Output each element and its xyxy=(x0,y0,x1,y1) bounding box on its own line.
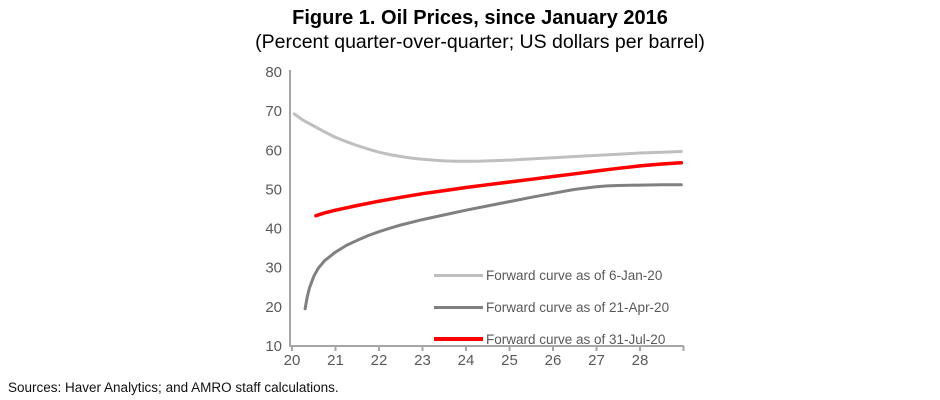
series-line-0 xyxy=(292,112,683,163)
legend-line-jul xyxy=(434,337,483,341)
y-tick-label: 40 xyxy=(265,221,282,238)
x-tick-label: 28 xyxy=(632,352,649,369)
y-tick-label: 50 xyxy=(265,181,282,198)
legend-label-jan: Forward curve as of 6-Jan-20 xyxy=(486,267,663,283)
x-tick-label: 27 xyxy=(588,352,605,369)
chart-title: Figure 1. Oil Prices, since January 2016 xyxy=(292,7,668,29)
y-tick-label: 70 xyxy=(265,103,282,120)
x-tick-label: 20 xyxy=(284,352,301,369)
legend-line-apr xyxy=(434,305,483,309)
y-tick-label: 10 xyxy=(265,338,282,355)
legend-label-jul: Forward curve as of 31-Jul-20 xyxy=(486,331,666,347)
figure-header: Figure 1. Oil Prices, since January 2016… xyxy=(20,6,940,54)
x-tick-label: 26 xyxy=(545,352,562,369)
source-note: Sources: Haver Analytics; and AMRO staff… xyxy=(8,380,339,395)
y-tick-label: 30 xyxy=(265,260,282,277)
chart-subtitle: (Percent quarter-over-quarter; US dollar… xyxy=(255,31,705,53)
x-tick-label: 22 xyxy=(371,352,388,369)
x-tick-label: 21 xyxy=(327,352,344,369)
x-tick-label: 25 xyxy=(501,352,518,369)
chart-legend: Forward curve as of 6-Jan-20 Forward cur… xyxy=(434,259,669,355)
legend-label-apr: Forward curve as of 21-Apr-20 xyxy=(486,299,670,315)
series-line-1 xyxy=(303,183,683,311)
legend-line-jan xyxy=(434,273,483,277)
x-tick-label: 24 xyxy=(458,352,475,369)
legend-item-jul: Forward curve as of 31-Jul-20 xyxy=(434,323,669,355)
y-tick-label: 80 xyxy=(265,64,282,81)
series-line-2 xyxy=(314,161,684,218)
x-tick-label: 23 xyxy=(414,352,431,369)
legend-item-jan: Forward curve as of 6-Jan-20 xyxy=(434,259,669,291)
legend-item-apr: Forward curve as of 21-Apr-20 xyxy=(434,291,669,323)
y-tick-label: 20 xyxy=(265,299,282,316)
y-tick-label: 60 xyxy=(265,142,282,159)
